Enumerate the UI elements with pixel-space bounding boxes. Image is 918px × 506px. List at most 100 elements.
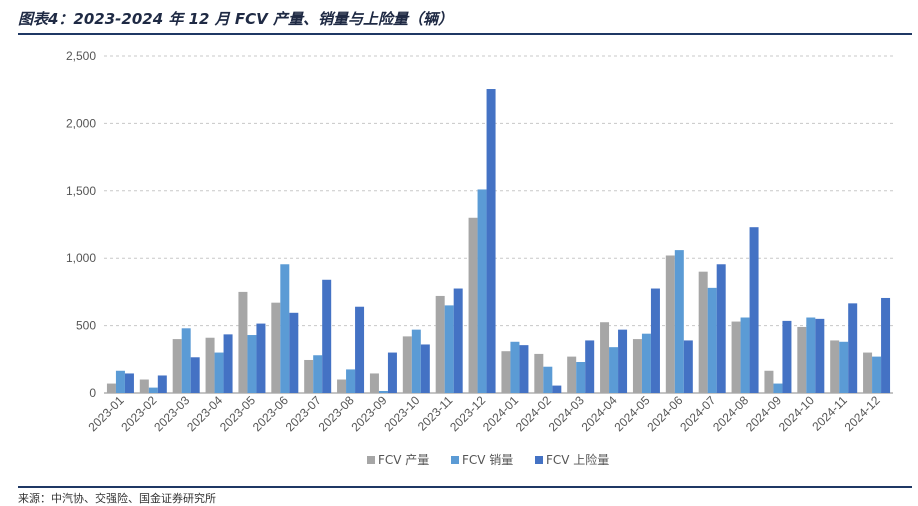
bar [322,279,332,393]
bar [600,322,610,393]
legend-label: FCV 上险量 [546,452,609,467]
x-tick-label: 2023-04 [184,393,225,434]
bar [289,312,299,393]
bar [609,347,619,393]
bars [106,89,891,393]
bar [618,329,628,393]
bar [402,336,412,393]
bar [641,333,651,393]
bar [501,351,511,393]
bar [411,329,421,393]
x-tick-label: 2024-09 [743,393,784,434]
bar [707,287,717,393]
bar [223,334,233,393]
bar [157,375,167,393]
figure-title: 图表4：2023-2024 年 12 月 FCV 产量、销量与上险量（辆） [18,10,454,28]
legend-label: FCV 销量 [462,453,513,467]
legend-swatch [535,456,543,464]
bar [773,383,783,393]
bar [552,385,562,393]
bar [683,340,693,393]
bar [567,356,577,393]
bar [740,317,750,393]
bar [256,323,266,393]
bar [378,390,388,393]
y-tick-label: 2,500 [66,49,96,63]
bar [280,264,290,393]
bar [534,353,544,393]
top-rule [18,33,912,35]
bar [453,288,463,393]
bar [830,340,840,393]
x-tick-label: 2024-12 [842,393,883,434]
bar [782,320,792,393]
bar [172,339,182,393]
bar [632,339,642,393]
bar [585,340,595,393]
x-tick-label: 2024-08 [710,393,751,434]
bar [749,227,759,393]
bar [468,217,478,393]
bar [764,370,774,393]
bar [848,303,858,393]
x-tick-label: 2023-03 [151,393,192,434]
x-tick-label: 2024-04 [579,393,620,434]
x-tick-label: 2023-09 [349,393,390,434]
legend: FCV 产量 FCV 销量 FCV 上险量 [367,452,609,467]
x-tick-label: 2023-12 [447,393,488,434]
bar [115,370,125,393]
x-tick-label: 2024-10 [776,393,817,434]
bar [271,302,281,393]
x-axis-ticks: 2023-012023-022023-032023-042023-052023-… [86,393,883,434]
bar [435,295,445,393]
bar [304,359,314,393]
bar [576,361,586,393]
bar [839,341,849,393]
bar [369,373,379,393]
bar [124,373,134,393]
bar [881,297,891,393]
bar [420,344,430,393]
x-tick-label: 2024-06 [644,393,685,434]
bar [205,337,215,393]
bar [355,306,365,393]
x-tick-label: 2024-05 [612,393,653,434]
bar [872,356,882,393]
x-tick-label: 2023-05 [217,393,258,434]
bottom-rule [18,486,912,488]
bar [698,271,708,393]
x-tick-label: 2023-02 [118,393,159,434]
x-tick-label: 2023-10 [381,393,422,434]
bar [650,288,660,393]
y-axis-ticks: 0 500 1,000 1,500 2,000 2,500 [66,49,96,400]
bar [444,305,454,393]
y-tick-label: 0 [89,386,96,400]
bar [731,321,741,393]
legend-swatch [367,456,375,464]
bar [815,318,825,393]
bar [238,291,248,393]
bar [674,250,684,393]
legend-label: FCV 产量 [378,453,429,467]
bar [106,383,116,393]
bar [477,189,487,393]
x-tick-label: 2023-07 [283,393,324,434]
gridlines [104,55,893,394]
bar [247,335,257,393]
bar [665,255,675,393]
bar [806,317,816,393]
bar [148,387,158,393]
bar [139,379,149,393]
x-tick-label: 2024-02 [513,393,554,434]
bar [486,89,496,393]
bar [214,352,224,393]
x-tick-label: 2023-08 [316,393,357,434]
bar [510,341,520,393]
x-tick-label: 2023-06 [250,393,291,434]
bar [387,352,397,393]
bar [337,379,347,393]
bar [863,352,873,393]
x-tick-label: 2024-07 [677,393,718,434]
x-tick-label: 2024-01 [480,393,521,434]
